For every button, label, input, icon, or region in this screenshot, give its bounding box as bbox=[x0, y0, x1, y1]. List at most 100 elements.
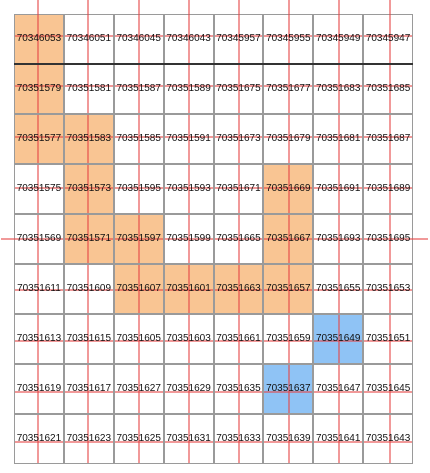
grid-cell[interactable] bbox=[363, 314, 413, 364]
grid-cell[interactable] bbox=[14, 164, 64, 214]
grid-line-horizontal bbox=[264, 391, 313, 393]
grid-line-vertical bbox=[288, 115, 291, 163]
grid-cell[interactable] bbox=[63, 314, 114, 364]
grid-line-vertical bbox=[338, 365, 341, 413]
grid-line-horizontal bbox=[15, 35, 63, 37]
cell-code: 70351631 bbox=[166, 433, 211, 444]
grid-cell[interactable] bbox=[363, 364, 413, 414]
cell-code: 70351691 bbox=[315, 183, 361, 194]
grid-line-horizontal bbox=[15, 441, 63, 443]
grid-cell[interactable] bbox=[14, 14, 64, 64]
row-separator bbox=[14, 63, 413, 65]
grid-line-horizontal bbox=[214, 136, 263, 138]
grid-line-horizontal bbox=[364, 187, 412, 189]
grid-cell[interactable] bbox=[363, 64, 413, 114]
grid-line-vertical bbox=[86, 365, 89, 413]
grid-cell[interactable] bbox=[14, 314, 64, 364]
grid-line-vertical bbox=[187, 165, 190, 213]
grid-cell[interactable] bbox=[63, 414, 114, 464]
grid-line-vertical bbox=[86, 0, 89, 63]
grid-line-horizontal bbox=[15, 136, 63, 138]
cell-code: 70351625 bbox=[116, 433, 161, 444]
grid-line-horizontal bbox=[314, 187, 363, 189]
cell-code: 70351653 bbox=[365, 283, 411, 294]
grid-line-horizontal bbox=[364, 340, 412, 342]
grid-line-vertical bbox=[137, 165, 140, 213]
grid-cell[interactable] bbox=[63, 114, 114, 164]
cell-code: 70351605 bbox=[116, 333, 161, 344]
grid-cell[interactable] bbox=[63, 164, 114, 214]
grid-cell[interactable] bbox=[14, 364, 64, 414]
cell-code: 70345947 bbox=[365, 33, 411, 44]
grid-line-horizontal bbox=[364, 441, 412, 443]
grid-cell[interactable] bbox=[63, 64, 114, 114]
cell-code: 70351659 bbox=[266, 333, 311, 344]
grid-line-horizontal bbox=[314, 340, 363, 342]
grid-line-horizontal bbox=[64, 238, 113, 240]
grid-line-vertical bbox=[338, 415, 341, 463]
grid-line-vertical bbox=[187, 65, 190, 113]
cell-code: 70351585 bbox=[116, 133, 161, 144]
grid-cell[interactable] bbox=[363, 164, 413, 214]
cell-code: 70351635 bbox=[216, 383, 261, 394]
grid-line-horizontal bbox=[264, 85, 313, 87]
grid-line-horizontal bbox=[164, 35, 213, 37]
cell-code: 70351695 bbox=[365, 233, 411, 244]
cell-code: 70351651 bbox=[365, 333, 411, 344]
grid-line-horizontal bbox=[364, 289, 412, 291]
cell-code: 70351577 bbox=[16, 133, 62, 144]
grid-line-horizontal bbox=[214, 187, 263, 189]
grid-line-horizontal bbox=[114, 391, 163, 393]
grid-line-vertical bbox=[86, 165, 89, 213]
grid-cell[interactable] bbox=[63, 364, 114, 414]
grid-line-vertical bbox=[238, 315, 241, 363]
grid-line-vertical bbox=[288, 315, 291, 363]
grid-line-vertical bbox=[36, 115, 39, 163]
cell-code: 70351601 bbox=[166, 283, 211, 294]
cell-code: 70351603 bbox=[166, 333, 211, 344]
cell-code: 70346045 bbox=[116, 33, 161, 44]
grid-line-horizontal bbox=[364, 238, 428, 240]
cell-code: 70351683 bbox=[315, 83, 361, 94]
grid-line-horizontal bbox=[64, 340, 113, 342]
cell-code: 70351685 bbox=[365, 83, 411, 94]
grid-cell[interactable] bbox=[63, 14, 114, 64]
grid-line-horizontal bbox=[364, 35, 412, 37]
grid-line-horizontal bbox=[214, 391, 263, 393]
grid-line-vertical bbox=[86, 65, 89, 113]
cell-code: 70351667 bbox=[266, 233, 311, 244]
cell-code: 70351627 bbox=[116, 383, 161, 394]
grid-cell[interactable] bbox=[363, 414, 413, 464]
cell-code: 70351575 bbox=[16, 183, 62, 194]
grid-line-horizontal bbox=[364, 85, 412, 87]
grid-line-horizontal bbox=[164, 340, 213, 342]
grid-cell[interactable] bbox=[14, 414, 64, 464]
grid-line-horizontal bbox=[164, 136, 213, 138]
grid-line-vertical bbox=[36, 415, 39, 463]
grid-line-horizontal bbox=[214, 85, 263, 87]
cell-code: 70351637 bbox=[266, 383, 311, 394]
grid-line-vertical bbox=[288, 0, 291, 63]
cell-code: 70351595 bbox=[116, 183, 161, 194]
cell-code: 70351669 bbox=[266, 183, 311, 194]
grid-line-vertical bbox=[137, 415, 140, 463]
grid-line-horizontal bbox=[114, 441, 163, 443]
grid-line-horizontal bbox=[164, 85, 213, 87]
grid-line-vertical bbox=[187, 315, 190, 363]
cell-code: 70351599 bbox=[166, 233, 211, 244]
grid-line-horizontal bbox=[64, 187, 113, 189]
grid-cell[interactable] bbox=[14, 114, 64, 164]
grid-line-horizontal bbox=[214, 35, 263, 37]
parcel-grid: 70346053 70346051 70346045 70346043 70345957… bbox=[1, 0, 428, 464]
cell-code: 70351629 bbox=[166, 383, 211, 394]
grid-cell[interactable] bbox=[363, 114, 413, 164]
grid-line-horizontal bbox=[15, 391, 63, 393]
grid-line-horizontal bbox=[314, 136, 363, 138]
grid-line-horizontal bbox=[214, 441, 263, 443]
grid-line-vertical bbox=[36, 0, 39, 63]
grid-line-horizontal bbox=[314, 391, 363, 393]
cell-code: 70351643 bbox=[365, 433, 411, 444]
grid-line-horizontal bbox=[114, 340, 163, 342]
grid-line-vertical bbox=[187, 0, 190, 63]
cell-code: 70351679 bbox=[266, 133, 311, 144]
